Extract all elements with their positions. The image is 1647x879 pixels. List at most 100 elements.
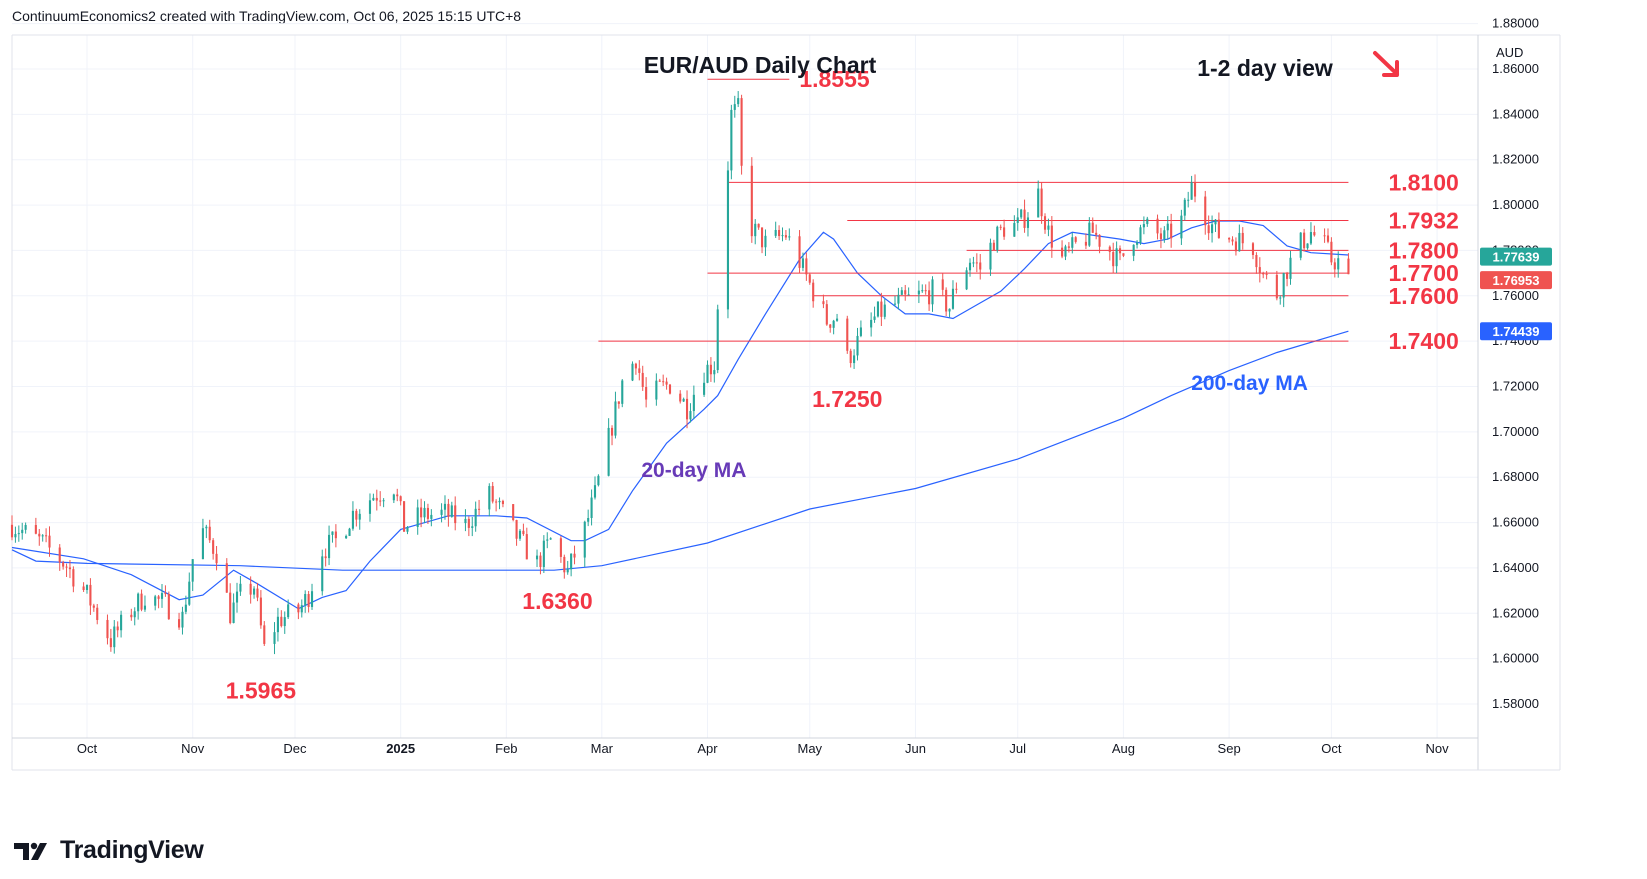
- candle-body: [328, 534, 331, 559]
- candle-body: [566, 569, 569, 573]
- candle-body: [525, 534, 528, 560]
- candle-body: [965, 270, 968, 290]
- x-tick-label: 2025: [386, 741, 415, 756]
- candles-layer: [10, 91, 1350, 655]
- candle-body: [1306, 243, 1309, 249]
- candle-body: [229, 592, 232, 623]
- candle-body: [870, 319, 873, 328]
- candle-body: [450, 505, 453, 517]
- candle-body: [876, 301, 880, 317]
- candle-body: [495, 501, 498, 503]
- time-axis[interactable]: Oct Nov Dec 2025 Feb Mar Apr May Jun Jul Aug Sep Oct…: [77, 741, 1449, 756]
- candle-body: [41, 535, 44, 537]
- candle-body: [955, 288, 958, 290]
- candle-body: [1347, 258, 1350, 275]
- candle-body: [849, 350, 852, 364]
- candle-body: [549, 538, 552, 540]
- candle-body: [201, 528, 204, 560]
- y-tick-label: 1.80000: [1492, 197, 1539, 212]
- candle-body: [1313, 232, 1316, 236]
- candle-body: [334, 531, 337, 539]
- candle-body: [880, 301, 883, 317]
- candle-body: [89, 584, 92, 606]
- candle-body: [1163, 230, 1166, 240]
- candle-body: [522, 530, 525, 535]
- candle-body: [883, 304, 886, 317]
- candle-body: [1084, 241, 1087, 246]
- price-axis[interactable]: 1.880001.860001.840001.820001.800001.780…: [1492, 16, 1539, 711]
- swing-label: 1.6360: [522, 588, 592, 614]
- candle-body: [1122, 253, 1125, 256]
- y-tick-label: 1.60000: [1492, 651, 1539, 666]
- candle-body: [235, 591, 239, 603]
- candle-body: [951, 288, 955, 309]
- candle-body: [392, 494, 395, 501]
- candle-body: [846, 318, 849, 351]
- candle-body: [355, 510, 358, 520]
- candle-body: [96, 607, 99, 620]
- y-tick-label: 1.58000: [1492, 696, 1539, 711]
- y-tick-label: 1.64000: [1492, 560, 1539, 575]
- candle-body: [160, 593, 164, 599]
- x-tick-label: Sep: [1218, 741, 1241, 756]
- candle-body: [805, 258, 808, 275]
- candle-body: [832, 320, 835, 328]
- candle-body: [621, 380, 624, 404]
- candle-body: [617, 401, 620, 404]
- candle-body: [379, 500, 382, 502]
- candle-body: [900, 290, 903, 295]
- x-tick-label: Oct: [1321, 741, 1342, 756]
- candle-body: [45, 535, 48, 537]
- candle-body: [48, 535, 51, 548]
- candle-body: [1337, 258, 1340, 270]
- candle-body: [996, 226, 999, 251]
- tradingview-logo[interactable]: TradingView: [14, 836, 204, 865]
- x-tick-label: Feb: [495, 741, 517, 756]
- y-tick-label: 1.66000: [1492, 515, 1539, 530]
- candle-body: [1088, 222, 1091, 246]
- candle-body: [808, 274, 811, 283]
- level-label: 1.7932: [1388, 208, 1458, 234]
- candle-body: [1234, 241, 1237, 252]
- candle-body: [1013, 222, 1016, 237]
- candle-body: [1156, 218, 1159, 234]
- candle-body: [733, 104, 736, 110]
- chart-attribution: ContinuumEconomics2 created with Trading…: [12, 8, 522, 24]
- candle-body: [1228, 237, 1231, 240]
- candle-body: [975, 262, 978, 264]
- candle-body: [1207, 225, 1210, 234]
- x-tick-label: Jul: [1009, 741, 1026, 756]
- candle-body: [256, 588, 259, 598]
- x-tick-label: Oct: [77, 741, 98, 756]
- candle-body: [137, 593, 140, 612]
- candle-body: [1142, 224, 1145, 228]
- candle-body: [443, 503, 447, 510]
- candle-body: [706, 364, 709, 383]
- candle-body: [92, 605, 95, 608]
- candle-body: [188, 581, 191, 605]
- candle-body: [897, 294, 900, 304]
- tradingview-brand: TradingView: [60, 836, 204, 864]
- candle-body: [372, 497, 375, 501]
- candle-body: [1112, 252, 1115, 267]
- candle-body: [1190, 182, 1193, 200]
- price-label: 1.77639: [1493, 250, 1540, 265]
- candle-body: [1286, 273, 1289, 279]
- candle-body: [1299, 232, 1302, 258]
- candle-body: [853, 355, 856, 364]
- price-label-box: [1480, 271, 1552, 290]
- candle-body: [1170, 223, 1173, 239]
- candle-body: [692, 394, 695, 412]
- candle-body: [21, 529, 24, 534]
- candle-body: [273, 632, 276, 644]
- candle-body: [416, 507, 419, 527]
- candle-body: [239, 583, 242, 592]
- candle-body: [396, 494, 399, 497]
- chart-subtitle: 1-2 day view: [1197, 55, 1333, 81]
- candle-body: [972, 262, 975, 264]
- y-tick-label: 1.76000: [1492, 288, 1539, 303]
- candle-body: [941, 279, 944, 290]
- candle-body: [140, 593, 143, 610]
